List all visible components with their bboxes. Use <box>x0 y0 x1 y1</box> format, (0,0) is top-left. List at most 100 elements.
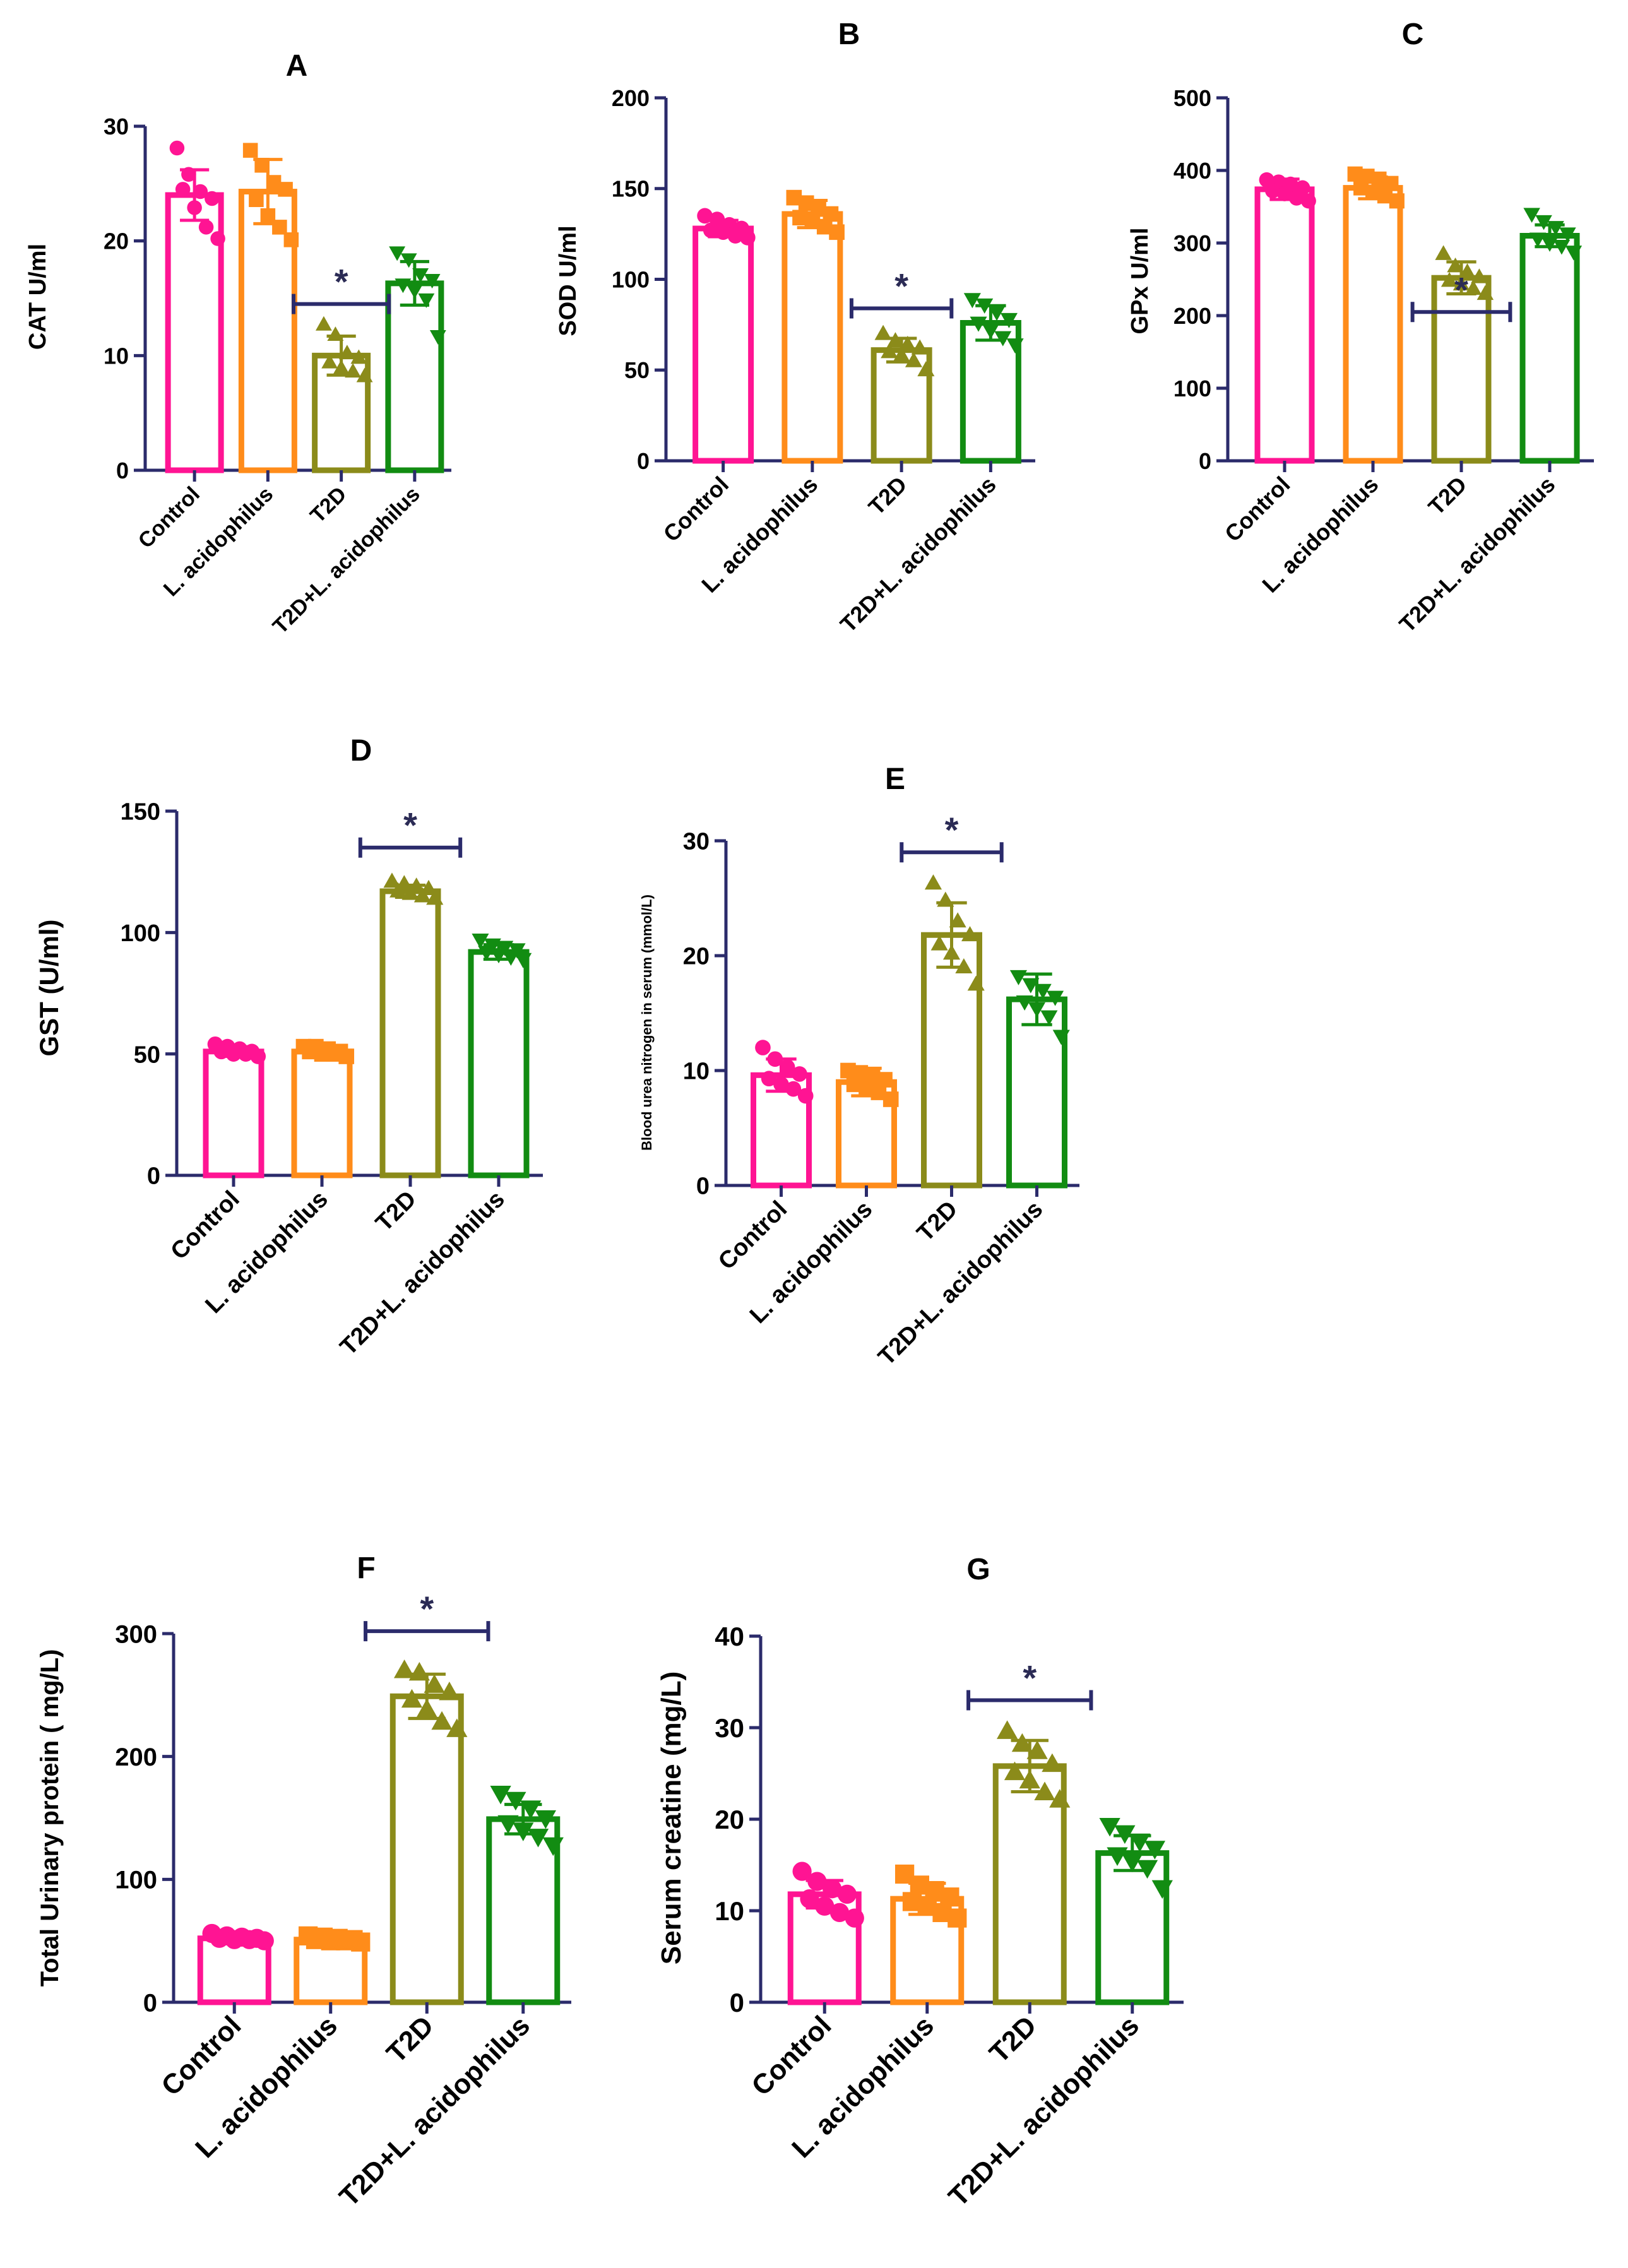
bar-3 <box>1431 275 1492 464</box>
data-point <box>899 335 917 351</box>
data-point <box>703 222 719 239</box>
data-point <box>429 330 446 345</box>
bar-4 <box>385 280 444 473</box>
data-point <box>1034 983 1052 999</box>
category-label: Control <box>166 1186 245 1265</box>
data-point <box>1535 215 1552 230</box>
data-point <box>169 140 185 156</box>
category-label: Control <box>746 2010 837 2101</box>
bar-2 <box>1343 185 1403 464</box>
data-point <box>1265 183 1281 199</box>
data-point <box>338 1048 355 1064</box>
y-axis-label: GST (U/ml) <box>34 920 64 1057</box>
data-point <box>1465 280 1482 295</box>
data-point <box>1559 227 1576 242</box>
category-label: T2D+L. acidophilus <box>333 2010 536 2212</box>
category-label: T2D <box>912 1196 963 1247</box>
data-point <box>210 231 225 246</box>
data-point <box>963 293 981 309</box>
y-axis-label: SOD U/ml <box>555 225 581 336</box>
data-point <box>1042 1753 1063 1772</box>
y-tick-label: 10 <box>683 1059 710 1085</box>
data-point <box>970 316 987 332</box>
y-axis-label: CAT U/ml <box>25 244 51 350</box>
data-point <box>278 182 293 197</box>
data-point <box>408 1661 431 1681</box>
y-tick-label: 100 <box>121 920 160 947</box>
y-tick-label: 150 <box>612 176 650 202</box>
bar-1 <box>692 225 754 464</box>
data-point <box>321 353 338 369</box>
data-point <box>1049 1789 1071 1808</box>
data-point <box>845 1908 864 1928</box>
y-tick-label: 150 <box>121 799 160 826</box>
category-label: T2D+L. acidophilus <box>1394 472 1560 638</box>
data-point <box>930 935 948 951</box>
data-point <box>1435 245 1452 260</box>
y-axis-label: Blood urea nitrogen in serum (mmol/L) <box>639 894 655 1151</box>
data-point <box>254 1931 274 1950</box>
data-point <box>948 1908 967 1928</box>
data-point <box>988 306 1006 321</box>
panel-title: G <box>966 1553 990 1586</box>
significance-star: * <box>1454 270 1468 309</box>
y-tick-label: 20 <box>104 229 129 254</box>
data-point <box>1565 246 1583 261</box>
data-point <box>198 220 214 235</box>
y-tick-label: 10 <box>715 1896 744 1926</box>
y-tick-label: 10 <box>104 343 129 369</box>
category-label: T2D <box>1423 472 1471 520</box>
chart-panel-f: F Total Urinary protein ( mg/L) 0 100 200 300… <box>36 1552 571 2212</box>
data-point <box>1016 995 1033 1011</box>
bar-4 <box>1519 233 1580 464</box>
data-point <box>1009 970 1028 985</box>
y-tick-label: 300 <box>1173 230 1211 256</box>
y-tick-label: 200 <box>612 85 650 111</box>
y-tick-label: 0 <box>143 1989 157 2017</box>
category-label: T2D <box>381 2010 439 2069</box>
data-point <box>837 1884 857 1904</box>
data-point <box>389 246 406 261</box>
y-tick-label: 20 <box>715 1805 744 1834</box>
y-tick-label: 200 <box>115 1743 157 1771</box>
data-point <box>1471 268 1488 283</box>
data-point <box>1022 978 1040 994</box>
category-label: T2D <box>983 2010 1042 2069</box>
data-point <box>1011 1733 1033 1752</box>
data-point <box>1107 1847 1128 1866</box>
data-point <box>401 1689 423 1708</box>
data-point <box>740 230 756 246</box>
data-point <box>514 953 532 968</box>
data-point <box>949 912 966 928</box>
y-tick-label: 30 <box>683 829 710 855</box>
data-point <box>882 1091 899 1107</box>
data-point <box>395 278 412 294</box>
data-point <box>1389 193 1405 209</box>
data-point <box>412 268 429 283</box>
data-point <box>1144 1841 1166 1860</box>
category-label: T2D+L. acidophilus <box>835 472 1001 638</box>
data-point <box>1000 312 1018 328</box>
data-point <box>424 274 441 288</box>
bar-4 <box>1095 1850 1170 2005</box>
data-point <box>389 882 407 898</box>
data-point <box>283 232 299 247</box>
panel-title: D <box>350 734 372 768</box>
data-point <box>800 1889 819 1909</box>
panel-title: E <box>885 763 905 796</box>
data-point <box>1300 193 1316 209</box>
data-point <box>175 182 191 197</box>
significance-star: * <box>894 266 908 306</box>
bar-4 <box>468 949 530 1179</box>
data-point <box>911 339 929 355</box>
data-point <box>1046 990 1064 1006</box>
data-point <box>446 1718 468 1737</box>
data-point <box>497 1815 519 1834</box>
y-tick-label: 100 <box>612 266 650 292</box>
panel-title: B <box>838 18 860 51</box>
data-point <box>356 367 373 383</box>
category-label: T2D+L. acidophilus <box>873 1196 1048 1371</box>
category-label: T2D+L. acidophilus <box>335 1186 510 1361</box>
